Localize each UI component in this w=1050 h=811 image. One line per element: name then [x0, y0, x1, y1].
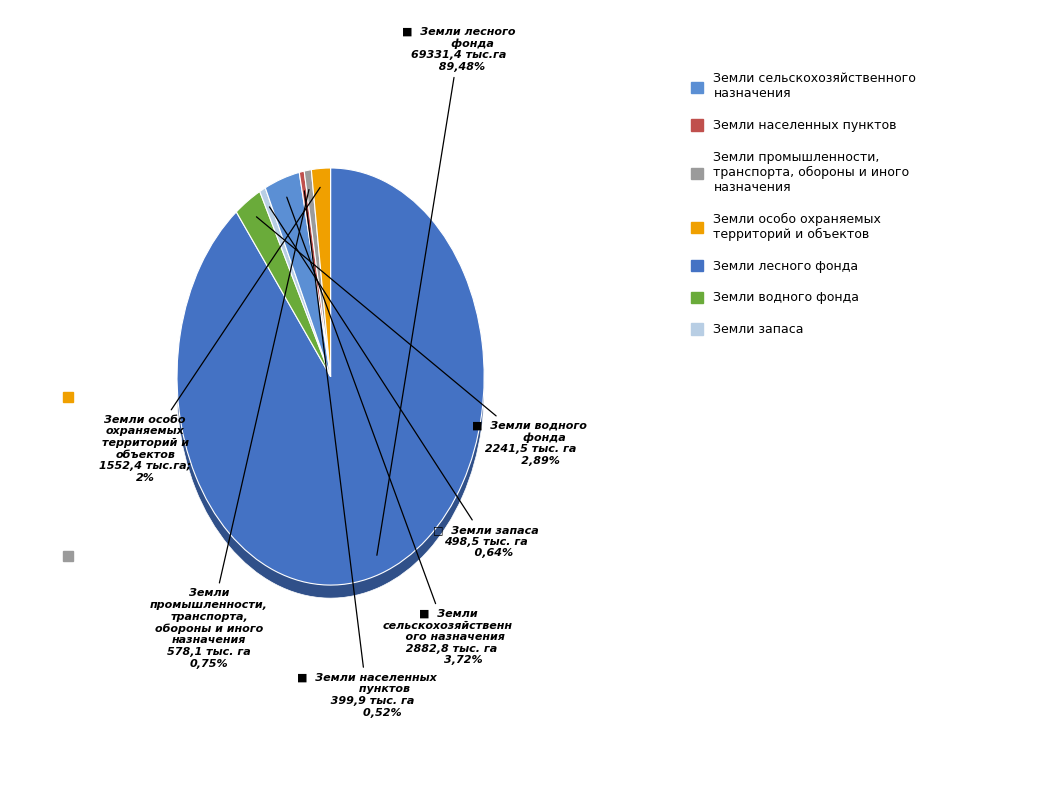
- Wedge shape: [312, 181, 331, 389]
- Text: ■  Земли
сельскохозяйственн
    ого назначения
  2882,8 тыс. га
        3,72%: ■ Земли сельскохозяйственн ого назначени…: [287, 197, 512, 665]
- Wedge shape: [299, 171, 331, 376]
- Text: Земли особо
охраняемых
территорий и
объектов
1552,4 тыс.га;
2%: Земли особо охраняемых территорий и объе…: [99, 187, 320, 483]
- Text: □  Земли запаса
498,5 тыс. га
    0,64%: □ Земли запаса 498,5 тыс. га 0,64%: [270, 207, 539, 558]
- Wedge shape: [266, 173, 331, 376]
- Wedge shape: [266, 186, 331, 389]
- Wedge shape: [312, 168, 331, 376]
- Wedge shape: [177, 168, 484, 585]
- Text: ■  Земли лесного
       фонда
69331,4 тыс.га
  89,48%: ■ Земли лесного фонда 69331,4 тыс.га 89,…: [377, 27, 516, 556]
- Text: ■  Земли населенных
         пунктов
   399,9 тыс. га
        0,52%: ■ Земли населенных пунктов 399,9 тыс. га…: [297, 191, 437, 718]
- Wedge shape: [177, 181, 484, 598]
- Wedge shape: [299, 184, 331, 389]
- Text: ■  Земли водного
        фонда
 2241,5 тыс. га
      2,89%: ■ Земли водного фонда 2241,5 тыс. га 2,8…: [256, 217, 586, 466]
- Wedge shape: [259, 188, 331, 376]
- Wedge shape: [236, 204, 331, 389]
- Wedge shape: [236, 191, 331, 376]
- Wedge shape: [304, 169, 331, 376]
- Wedge shape: [304, 182, 331, 389]
- Wedge shape: [259, 201, 331, 389]
- Text: Земли
промышленности,
транспорта,
обороны и иного
назначения
578,1 тыс. га
0,75%: Земли промышленности, транспорта, оборон…: [150, 190, 309, 668]
- Legend: Земли сельскохозяйственного
назначения, Земли населенных пунктов, Земли промышле: Земли сельскохозяйственного назначения, …: [687, 69, 920, 340]
